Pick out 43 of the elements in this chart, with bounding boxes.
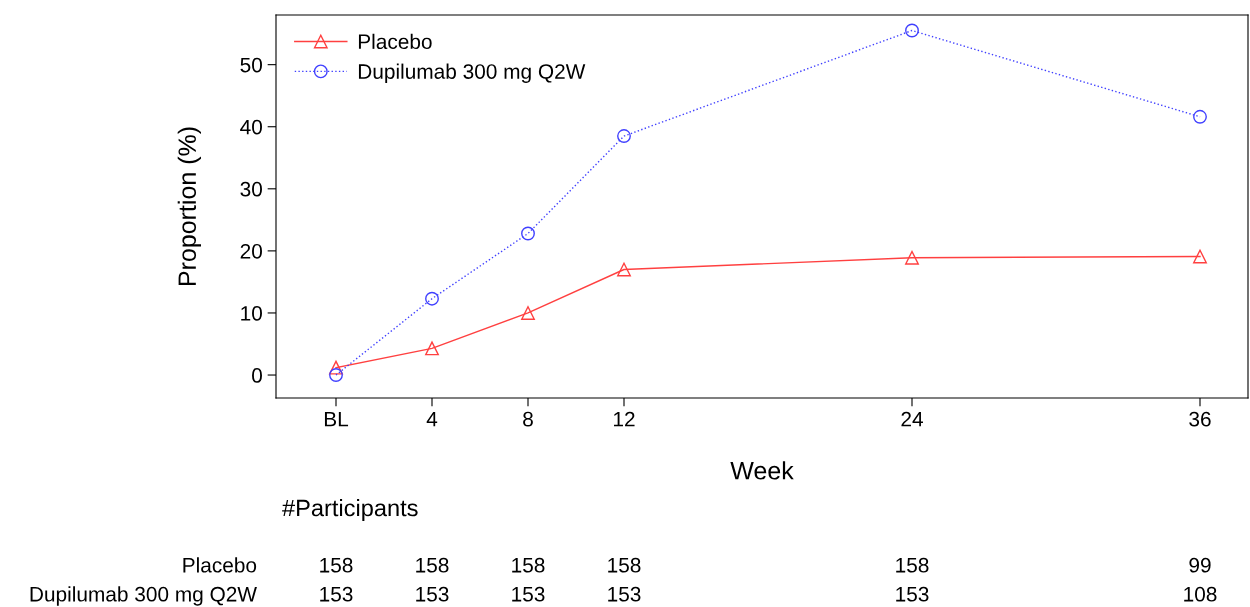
- text: 158: [608, 557, 641, 573]
- y-tick-label: 30: [240, 181, 262, 197]
- x-tick-label: 4: [426, 411, 438, 427]
- point: [1193, 249, 1207, 264]
- text: 158: [896, 557, 929, 573]
- x-tick-label: BL: [324, 411, 349, 427]
- x-tick-label: 36: [1189, 411, 1211, 427]
- y-axis-title: Proportion (%): [177, 127, 201, 286]
- point: [329, 360, 343, 375]
- text: 153: [608, 586, 641, 602]
- point: [1193, 109, 1207, 124]
- text: 99: [1189, 557, 1211, 573]
- x-tick-label: 24: [901, 411, 923, 427]
- point: [617, 262, 631, 277]
- y-tick-label: 0: [252, 368, 262, 383]
- text: 158: [416, 557, 449, 573]
- point: [425, 291, 439, 306]
- point: [905, 250, 919, 265]
- point: [521, 306, 535, 320]
- point: [617, 129, 631, 143]
- y-tick-label: 40: [240, 119, 262, 135]
- x-tick-label: 12: [614, 411, 635, 427]
- text: Placebo: [183, 557, 257, 573]
- y-tick-label: 10: [241, 305, 262, 321]
- point: [521, 226, 535, 241]
- text: 158: [320, 557, 353, 573]
- point: [905, 23, 919, 38]
- y-tick-label: 20: [240, 243, 262, 259]
- legend-label: Dupilumab 300 mg Q2W: [358, 63, 586, 84]
- text: 153: [896, 586, 929, 602]
- legend-label: Placebo: [358, 33, 432, 50]
- point: [425, 341, 439, 356]
- y-tick-label: 50: [240, 57, 262, 73]
- text: 153: [512, 586, 545, 602]
- text: 153: [320, 586, 353, 602]
- text: 108: [1184, 586, 1217, 602]
- text: 158: [512, 557, 545, 573]
- point: [329, 368, 343, 382]
- text: 153: [416, 586, 449, 602]
- x-axis-title: Week: [730, 461, 794, 480]
- text: #Participants: [282, 498, 418, 522]
- text: Dupilumab 300 mg Q2W: [30, 586, 257, 606]
- x-tick-label: 8: [523, 411, 533, 427]
